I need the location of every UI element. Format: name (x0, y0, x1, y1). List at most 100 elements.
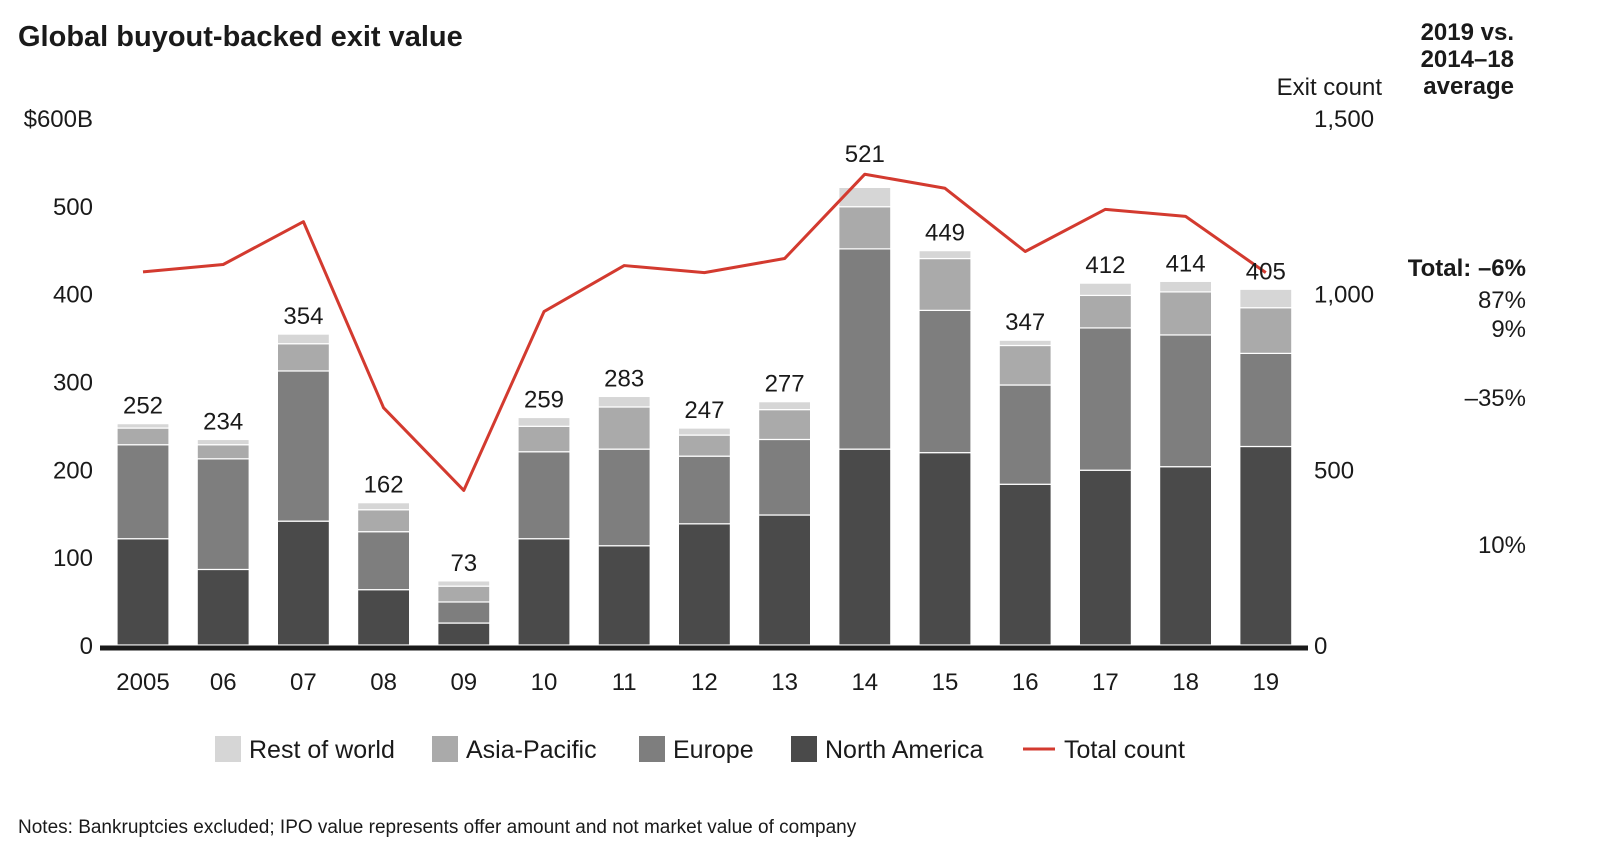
legend-item-north-america: North America (791, 736, 983, 764)
total-label-15: 449 (925, 220, 965, 247)
x-label-09: 09 (450, 669, 477, 696)
bar-asia-pacific-07 (276, 343, 330, 372)
comparison-value-north-america: 10% (1478, 532, 1526, 559)
bar-north-america-16 (998, 483, 1052, 646)
x-label-15: 15 (932, 669, 959, 696)
x-label-17: 17 (1092, 669, 1119, 696)
bar-group-2005 (116, 423, 170, 646)
total-label-18: 414 (1166, 250, 1206, 277)
bar-asia-pacific-13 (757, 409, 812, 441)
x-label-14: 14 (851, 669, 878, 696)
bar-rest-of-world-15 (918, 250, 972, 260)
bar-europe-14 (838, 248, 892, 450)
comparison-values: Total: –6% 87%9% –35% 10% (1408, 255, 1526, 559)
total-label-06: 234 (203, 408, 243, 435)
left-tick-200: 200 (53, 457, 93, 484)
bar-europe-13 (757, 438, 812, 516)
bar-north-america-17 (1078, 469, 1133, 646)
bar-rest-of-world-14 (838, 186, 892, 208)
bar-asia-pacific-09 (437, 585, 491, 603)
left-tick-400: 400 (53, 282, 93, 309)
bar-rest-of-world-16 (998, 339, 1052, 347)
comparison-value-asia-pacific: 9% (1491, 316, 1526, 343)
x-label-11: 11 (612, 669, 637, 696)
bar-group-10 (517, 416, 571, 646)
total-count-line-layer (142, 172, 1267, 492)
bar-rest-of-world-19 (1239, 288, 1293, 309)
bar-rest-of-world-06 (196, 438, 250, 446)
bar-rest-of-world-13 (757, 401, 812, 411)
bar-europe-17 (1078, 327, 1133, 471)
bar-asia-pacific-17 (1078, 294, 1133, 329)
bar-north-america-15 (918, 452, 972, 646)
bar-asia-pacific-11 (597, 406, 651, 450)
legend-label-europe: Europe (673, 736, 754, 764)
bar-asia-pacific-10 (517, 425, 571, 453)
legend-label-asia-pacific: Asia-Pacific (466, 736, 597, 764)
bar-group-08 (357, 502, 411, 646)
x-label-08: 08 (370, 669, 397, 696)
bar-group-19 (1239, 288, 1293, 646)
bar-north-america-08 (357, 589, 411, 646)
bar-asia-pacific-14 (838, 206, 892, 250)
total-label-08: 162 (364, 472, 404, 499)
bar-rest-of-world-11 (597, 395, 651, 408)
bar-rest-of-world-10 (517, 416, 571, 427)
bar-rest-of-world-18 (1158, 280, 1213, 293)
total-count-line (142, 172, 1267, 492)
bar-north-america-19 (1239, 445, 1293, 646)
bar-north-america-14 (838, 448, 892, 646)
total-label-2005: 252 (123, 393, 163, 420)
bar-europe-08 (357, 531, 411, 591)
bar-north-america-10 (517, 538, 571, 646)
legend-item-asia-pacific: Asia-Pacific (432, 736, 597, 764)
bar-group-09 (437, 580, 491, 646)
bar-north-america-13 (757, 514, 812, 646)
legend-swatch-europe (639, 736, 665, 762)
bar-europe-07 (276, 370, 330, 522)
comparison-heading: 2019 vs. 2014–18 average (1421, 19, 1514, 100)
total-label-17: 412 (1085, 252, 1125, 279)
chart-title: Global buyout-backed exit value (18, 21, 463, 53)
left-tick-300: 300 (53, 370, 93, 397)
bar-group-14 (838, 186, 892, 646)
bar-rest-of-world-09 (437, 580, 491, 587)
bar-total-labels: 252 234 354 162 73 259 283 247 277 521 449 347 412 41… (123, 141, 1286, 577)
total-label-13: 277 (765, 371, 805, 398)
bar-europe-10 (517, 451, 571, 540)
bar-group-13 (757, 401, 812, 646)
total-label-14: 521 (845, 141, 885, 168)
right-tick-1-500: 1,500 (1314, 106, 1374, 133)
bars (116, 186, 1293, 646)
legend-label-north-america: North America (825, 736, 983, 764)
bar-group-11 (597, 395, 651, 646)
comparison-value-europe: –35% (1465, 385, 1526, 412)
bar-north-america-07 (276, 520, 330, 646)
bar-asia-pacific-12 (677, 434, 732, 457)
x-label-10: 10 (531, 669, 558, 696)
right-axis-title: Exit count (1277, 74, 1383, 101)
comparison-heading-line-2: 2014–18 (1421, 46, 1514, 73)
bar-group-06 (196, 438, 250, 646)
comparison-heading-line-1: 2019 vs. (1421, 19, 1514, 46)
bar-europe-06 (196, 458, 250, 571)
total-label-11: 283 (604, 365, 644, 392)
bar-north-america-09 (437, 622, 491, 646)
bar-asia-pacific-08 (357, 509, 411, 533)
bar-group-18 (1158, 280, 1213, 646)
legend-item-europe: Europe (639, 736, 754, 764)
bar-asia-pacific-06 (196, 444, 250, 460)
right-tick-500: 500 (1314, 457, 1354, 484)
bar-rest-of-world-12 (677, 427, 732, 436)
chart-note: Notes: Bankruptcies excluded; IPO value … (18, 817, 857, 838)
bar-asia-pacific-16 (998, 344, 1052, 386)
comparison-value-rest-of-world: 87% (1478, 287, 1526, 314)
bar-group-16 (998, 339, 1052, 646)
legend-label-total-count: Total count (1064, 736, 1185, 764)
legend-item-total-count: Total count (1023, 736, 1185, 764)
bar-europe-18 (1158, 334, 1213, 468)
right-tick-1-000: 1,000 (1314, 282, 1374, 309)
comparison-total: Total: –6% (1408, 255, 1526, 282)
legend-swatch-north-america (791, 736, 817, 762)
legend-swatch-asia-pacific (432, 736, 458, 762)
